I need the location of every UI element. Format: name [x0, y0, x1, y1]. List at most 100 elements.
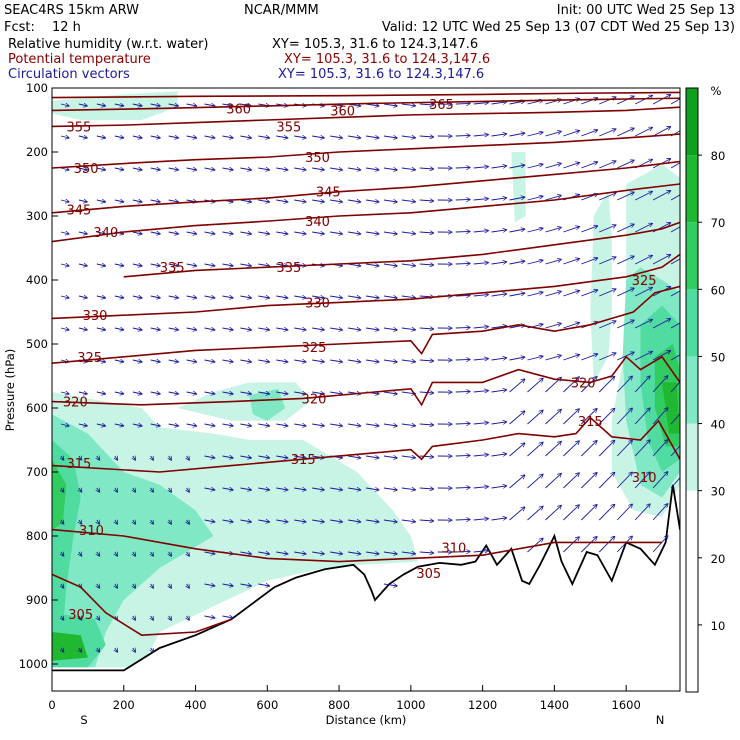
- wind-vector: [60, 392, 69, 394]
- wind-vector: [419, 456, 434, 457]
- wind-vector: [78, 296, 87, 298]
- wind-vector: [330, 328, 342, 330]
- wind-vector: [132, 264, 142, 266]
- wind-vector: [473, 551, 489, 552]
- wind-vector: [491, 198, 507, 200]
- wind-vector: [509, 293, 525, 297]
- wind-vector: [599, 129, 616, 137]
- wind-vector: [78, 328, 87, 330]
- theta-label-365: 365: [429, 98, 454, 113]
- wind-vector: [401, 200, 416, 202]
- wind-vector: [204, 424, 215, 426]
- field-theta-name: Potential temperature: [8, 52, 151, 67]
- wind-vector: [132, 360, 142, 362]
- wind-vector: [240, 168, 251, 170]
- wind-vector: [580, 441, 597, 457]
- wind-vector: [222, 424, 233, 426]
- theta-contour-310: [52, 528, 663, 563]
- theta-contour-315: [52, 416, 680, 473]
- wind-vector: [563, 537, 579, 553]
- wind-vector: [652, 472, 668, 489]
- wind-vector: [240, 264, 251, 266]
- wind-vector: [114, 392, 124, 394]
- wind-vector: [581, 354, 597, 361]
- wind-vector: [419, 104, 434, 105]
- wind-vector: [61, 488, 64, 492]
- wind-vector: [114, 424, 124, 426]
- wind-vector: [473, 359, 489, 360]
- wind-vector: [527, 196, 543, 201]
- colorbar-tick-label: 60: [711, 283, 726, 297]
- wind-vector: [96, 360, 106, 362]
- wind-vector: [186, 360, 197, 362]
- wind-vector: [347, 520, 361, 522]
- wind-vector: [79, 520, 82, 524]
- wind-vector: [114, 328, 124, 330]
- rh-region-15: [511, 152, 526, 223]
- wind-vector: [599, 321, 616, 329]
- wind-vector: [312, 552, 324, 554]
- wind-vector: [509, 507, 525, 521]
- wind-vector: [617, 224, 634, 233]
- wind-vector: [419, 168, 434, 169]
- terrain-mask: [52, 484, 680, 691]
- colorbar-tick-label: 10: [711, 619, 726, 633]
- wind-vector: [419, 136, 434, 137]
- wind-vector: [563, 377, 579, 393]
- wind-vector: [634, 351, 652, 361]
- wind-vector: [204, 264, 215, 266]
- wind-vector: [330, 424, 342, 426]
- rh-region-2: [52, 91, 178, 120]
- wind-vector: [276, 168, 288, 170]
- colorbar-band-5: [686, 155, 698, 223]
- wind-vector: [114, 264, 124, 266]
- wind-vector: [347, 136, 361, 138]
- theta-label-extra-6: 330: [305, 296, 330, 311]
- wind-vector: [258, 424, 269, 426]
- theta-label-extra-13: 315: [578, 415, 603, 430]
- wind-vector: [473, 327, 489, 328]
- wind-vector: [115, 648, 118, 652]
- wind-vector: [96, 232, 106, 234]
- wind-vector: [258, 456, 269, 458]
- wind-vector: [419, 200, 434, 201]
- wind-vector: [60, 424, 69, 426]
- wind-vector: [383, 392, 397, 394]
- wind-vector: [61, 584, 64, 588]
- wind-vector: [204, 488, 215, 490]
- theta-contour-340: [52, 183, 680, 243]
- wind-vector: [169, 520, 172, 524]
- wind-vector: [365, 488, 379, 490]
- wind-vector: [240, 520, 251, 522]
- colorbar-unit: %: [711, 84, 722, 98]
- y-tick-label: 300: [26, 209, 48, 223]
- wind-vector: [509, 133, 525, 137]
- x-tick-label: 800: [328, 698, 350, 712]
- colorbar-tick-label: 30: [711, 485, 726, 499]
- wind-vector: [240, 424, 251, 426]
- wind-vector: [96, 168, 106, 170]
- wind-vector: [186, 296, 197, 298]
- wind-vector: [114, 296, 124, 298]
- theta-label-310: 310: [79, 524, 104, 539]
- wind-vector: [473, 455, 489, 456]
- wind-vector: [240, 552, 251, 554]
- wind-vector: [563, 441, 579, 457]
- wind-vector: [347, 296, 361, 298]
- wind-vector: [365, 296, 379, 298]
- y-tick-label: 200: [26, 145, 48, 159]
- wind-vector: [473, 423, 489, 424]
- wind-vector: [114, 168, 124, 170]
- wind-vector: [276, 552, 288, 554]
- x-tick-label: 200: [113, 698, 135, 712]
- wind-vector: [634, 408, 650, 425]
- wind-vector: [240, 392, 251, 394]
- rh-colorbar: 10 20 30 40 50 60 70 80: [685, 87, 726, 693]
- wind-vector: [563, 259, 579, 265]
- wind-vector: [258, 296, 269, 298]
- theta-label-extra-1: 355: [276, 120, 301, 135]
- wind-vector: [509, 357, 525, 361]
- wind-vector: [78, 136, 87, 138]
- wind-vector: [258, 552, 269, 554]
